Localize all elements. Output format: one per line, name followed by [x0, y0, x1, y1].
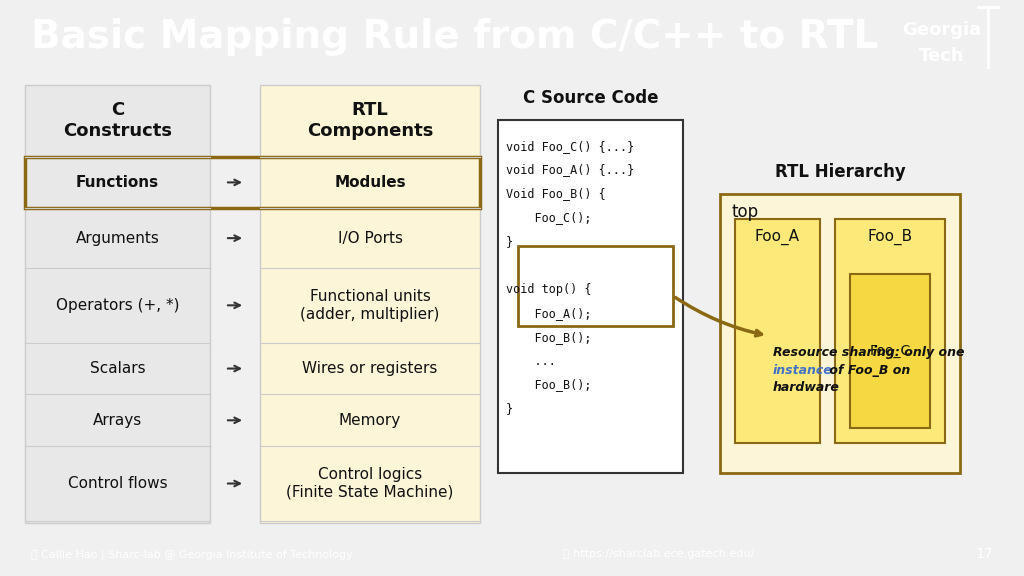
Text: Basic Mapping Rule from C/C++ to RTL: Basic Mapping Rule from C/C++ to RTL	[31, 18, 879, 56]
Text: }: }	[506, 403, 513, 415]
Text: void Foo_C() {...}: void Foo_C() {...}	[506, 139, 634, 153]
Text: C
Constructs: C Constructs	[63, 101, 172, 140]
Text: Modules: Modules	[334, 175, 406, 190]
FancyBboxPatch shape	[850, 274, 930, 429]
Text: Georgia: Georgia	[902, 21, 982, 39]
Text: Arguments: Arguments	[76, 230, 160, 245]
FancyBboxPatch shape	[25, 85, 210, 523]
Text: C Source Code: C Source Code	[522, 89, 658, 107]
Text: Functional units
(adder, multiplier): Functional units (adder, multiplier)	[300, 289, 439, 321]
Text: ...: ...	[506, 355, 556, 367]
Text: 🏠 https://sharclab.ece.gatech.edu/: 🏠 https://sharclab.ece.gatech.edu/	[563, 550, 755, 559]
Text: Scalars: Scalars	[90, 361, 145, 376]
Text: void top() {: void top() {	[506, 283, 592, 296]
FancyBboxPatch shape	[720, 194, 961, 473]
FancyBboxPatch shape	[260, 85, 480, 523]
Text: 17: 17	[976, 547, 993, 562]
Text: Arrays: Arrays	[93, 413, 142, 428]
Text: Resource sharing: only one: Resource sharing: only one	[773, 346, 965, 359]
Text: Foo_B();: Foo_B();	[506, 378, 592, 392]
Text: Foo_B();: Foo_B();	[506, 331, 592, 344]
Text: Memory: Memory	[339, 413, 401, 428]
Text: }: }	[506, 235, 513, 248]
Text: hardware: hardware	[773, 381, 840, 395]
Text: Foo_A();: Foo_A();	[506, 307, 592, 320]
FancyBboxPatch shape	[735, 219, 820, 443]
FancyBboxPatch shape	[498, 120, 683, 473]
Text: I/O Ports: I/O Ports	[338, 230, 402, 245]
Text: top: top	[732, 203, 759, 221]
Text: of Foo_B on: of Foo_B on	[825, 363, 910, 377]
Text: Foo_B: Foo_B	[867, 229, 912, 245]
Text: Foo_C();: Foo_C();	[506, 211, 592, 224]
Text: Foo_A: Foo_A	[755, 229, 800, 245]
Text: 🔥 Callie Hao | Sharc-lab @ Georgia Institute of Technology: 🔥 Callie Hao | Sharc-lab @ Georgia Insti…	[31, 549, 352, 560]
Text: Void Foo_B() {: Void Foo_B() {	[506, 187, 606, 200]
Text: Operators (+, *): Operators (+, *)	[55, 298, 179, 313]
Text: instance: instance	[773, 363, 833, 377]
Text: Control logics
(Finite State Machine): Control logics (Finite State Machine)	[287, 467, 454, 500]
Text: RTL Hierarchy: RTL Hierarchy	[774, 164, 905, 181]
Text: Foo_C: Foo_C	[869, 344, 910, 358]
FancyBboxPatch shape	[835, 219, 945, 443]
Text: void Foo_A() {...}: void Foo_A() {...}	[506, 164, 634, 176]
Text: Functions: Functions	[76, 175, 159, 190]
Text: Control flows: Control flows	[68, 476, 167, 491]
Text: Wires or registers: Wires or registers	[302, 361, 437, 376]
Text: RTL
Components: RTL Components	[307, 101, 433, 140]
Text: Tech: Tech	[920, 47, 965, 65]
